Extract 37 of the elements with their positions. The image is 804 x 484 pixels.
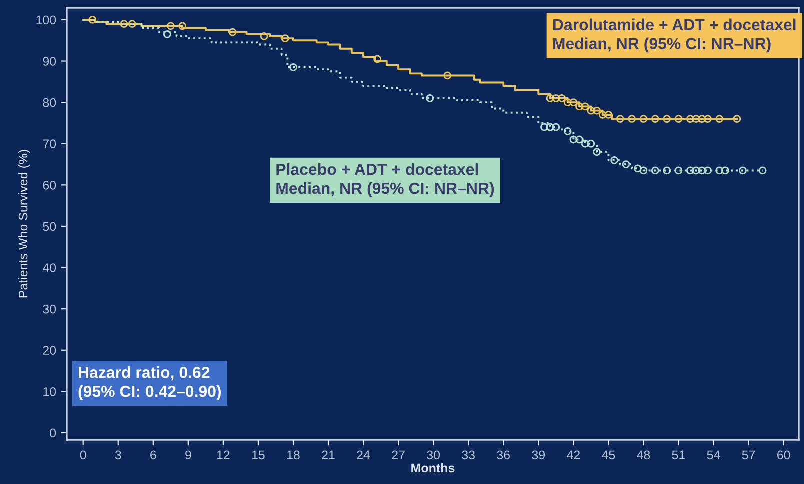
y-tick-label: 100 [36, 16, 56, 25]
y-axis-title: Patients Who Survived (%) [18, 150, 30, 298]
x-tick-label: 12 [217, 450, 230, 460]
x-axis-title: Months [412, 463, 455, 473]
x-tick-label: 48 [637, 450, 650, 460]
annotation: Placebo + ADT + docetaxel Median, NR (95% CI: NR–NR) [276, 164, 494, 198]
x-tick-label: 15 [252, 450, 265, 460]
annotation: Darolutamide + ADT + docetaxel Median, NR (95% CI: NR–NR) [554, 18, 796, 53]
x-tick-label: 51 [672, 450, 686, 460]
x-tick-label: 36 [497, 450, 510, 460]
x-tick-label: 24 [357, 450, 370, 460]
y-tick-label: 90 [43, 57, 56, 66]
y-tick-label: 80 [43, 98, 56, 108]
x-tick-label: 39 [532, 450, 546, 460]
y-tick-label: 50 [43, 222, 56, 232]
y-tick-label: 0 [50, 428, 56, 438]
x-tick-label: 9 [186, 450, 192, 460]
y-tick-label: 40 [42, 264, 56, 272]
y-tick-label: 30 [43, 304, 56, 314]
y-tick-label: 70 [43, 140, 56, 149]
x-tick-label: 60 [778, 450, 790, 460]
y-tick-label: 10 [44, 387, 56, 396]
y-tick-label: 60 [43, 180, 56, 190]
x-tick-label: 3 [115, 450, 122, 460]
x-tick-label: 45 [602, 450, 616, 460]
y-tick-label: 20 [43, 346, 56, 356]
x-tick-label: 21 [322, 450, 335, 460]
x-tick-label: 6 [150, 450, 156, 460]
x-tick-label: 27 [392, 450, 405, 460]
x-tick-label: 42 [567, 450, 580, 460]
x-tick-label: 33 [462, 450, 476, 460]
x-tick-label: 30 [427, 450, 440, 460]
x-tick-label: 18 [287, 450, 300, 460]
x-tick-label: 57 [742, 450, 756, 460]
x-tick-label: 54 [707, 450, 720, 460]
annotation: Hazard ratio, 0.62 (95% CI: 0.42–0.90) [78, 366, 222, 400]
x-tick-label: 0 [80, 450, 86, 460]
